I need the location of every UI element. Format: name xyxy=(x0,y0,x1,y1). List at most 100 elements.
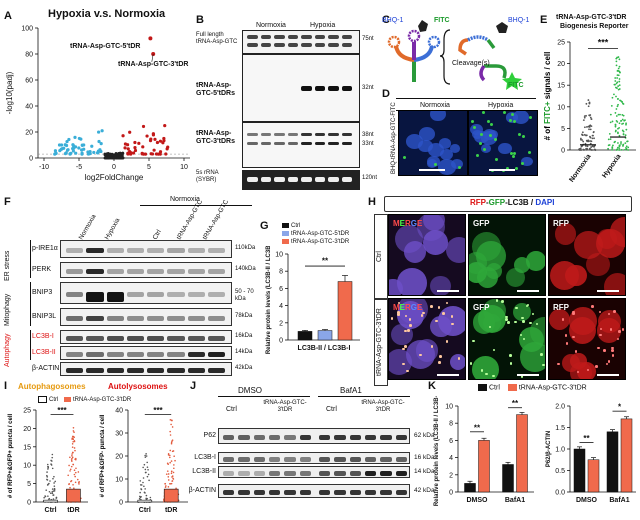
volcano-point-up xyxy=(133,148,138,153)
legend-label: Ctrl xyxy=(291,223,301,229)
western-j-band xyxy=(319,434,331,440)
bar-g-tick-label: 10 xyxy=(275,252,283,259)
scatter-e-point-normoxia xyxy=(589,135,591,138)
scatter-e-point-hypoxia xyxy=(625,148,628,150)
scatter-e-point-hypoxia xyxy=(621,102,624,105)
fitc-dot xyxy=(510,151,514,155)
bar-k-cat-label: BafA1 xyxy=(609,497,629,504)
scatter-e-point-hypoxia xyxy=(620,119,623,122)
western-f-band xyxy=(147,268,165,274)
confocal-puncta xyxy=(535,322,539,326)
western-j-band xyxy=(380,456,392,462)
confocal-puncta xyxy=(572,310,575,314)
scatter-e-point-hypoxia xyxy=(618,122,621,125)
puncta-point-ctrl xyxy=(45,489,48,491)
puncta-point-ctrl xyxy=(51,488,54,490)
western-f-band xyxy=(66,335,84,341)
volcano-point-down xyxy=(64,151,68,155)
northern-row-fulllength: Full length tRNA-Asp-GTC xyxy=(196,32,238,45)
fitc-dot xyxy=(478,141,482,145)
scatter-e-point-hypoxia xyxy=(618,134,621,137)
cell-nucleus xyxy=(512,111,529,124)
volcano-point-down xyxy=(86,150,90,154)
puncta-point-ctrl xyxy=(53,488,56,491)
scale-bar xyxy=(437,374,459,376)
puncta-point-tdr xyxy=(169,454,171,457)
western-f-band xyxy=(66,268,84,274)
western-j-band xyxy=(284,456,296,462)
confocal-puncta xyxy=(451,322,454,326)
puncta-point-tdr xyxy=(169,482,171,485)
puncta-point-tdr xyxy=(169,456,171,459)
scatter-e-point-hypoxia xyxy=(624,142,627,145)
scatter-e-point-normoxia xyxy=(588,128,590,131)
scatter-e-point-normoxia xyxy=(581,145,583,147)
puncta-point-tdr xyxy=(78,481,80,484)
volcano-x-label: log2FoldChange xyxy=(85,173,144,182)
confocal-puncta xyxy=(390,317,394,320)
scatter-e-point-normoxia xyxy=(589,128,592,131)
scatter-e-point-hypoxia xyxy=(611,147,614,149)
scatter-e-cat-normoxia: Normoxia xyxy=(568,153,592,184)
confocal-cell xyxy=(529,317,545,346)
reporter-title-2: Biogenesis Reporter xyxy=(560,23,629,30)
volcano-point-up xyxy=(128,150,133,155)
band-full-length xyxy=(341,35,352,39)
confocal-puncta xyxy=(442,312,445,315)
confocal-title: RFP-GFP-LC3B / DAPI xyxy=(470,198,555,207)
volcano-point-up xyxy=(141,124,146,129)
puncta-point-tdr xyxy=(172,450,175,452)
bar-k-significance: ** xyxy=(512,399,519,408)
puncta-point-tdr xyxy=(73,473,76,476)
confocal-image: GFP xyxy=(468,298,546,380)
puncta-point-ctrl xyxy=(47,468,49,470)
puncta-point-ctrl xyxy=(139,496,142,499)
confocal-puncta xyxy=(397,313,400,316)
western-f-band xyxy=(86,351,104,357)
scatter-e-point-hypoxia xyxy=(615,57,618,60)
volcano-point-down xyxy=(54,151,58,155)
scatter-e-point-normoxia xyxy=(590,148,592,151)
puncta-point-tdr xyxy=(69,456,71,459)
puncta-point-tdr xyxy=(69,486,71,489)
western-j-size-label: 16 kDa xyxy=(414,454,435,461)
confocal-image: MERGE xyxy=(388,298,466,380)
cell-nucleus xyxy=(439,138,452,149)
puncta-point-tdr xyxy=(73,440,76,443)
western-j-band xyxy=(299,489,311,495)
fitc-dot xyxy=(493,137,497,141)
confocal-cell xyxy=(389,349,413,376)
band-3tdr-33 xyxy=(247,142,258,145)
fitc-dot xyxy=(521,162,525,166)
western-f-size-label: 16kDa xyxy=(235,333,253,339)
scatter-e-point-normoxia xyxy=(588,102,591,105)
confocal-puncta xyxy=(599,327,603,331)
legend-swatch xyxy=(282,222,289,228)
volcano-point-up xyxy=(158,139,163,143)
band-full-length xyxy=(341,43,352,47)
volcano-point-down xyxy=(63,143,67,147)
western-f-size-label: 42kDa xyxy=(235,365,253,371)
reporter-fitc-left: FITC xyxy=(434,17,450,24)
western-f-band xyxy=(207,351,225,357)
western-j-band xyxy=(349,470,361,476)
scatter-e-point-hypoxia xyxy=(609,113,612,116)
fitc-dot xyxy=(510,112,514,116)
confocal-cell xyxy=(586,252,610,277)
puncta-point-tdr xyxy=(72,483,74,486)
confocal-cell xyxy=(430,315,452,338)
confocal-puncta xyxy=(430,345,434,348)
scatter-e-point-normoxia xyxy=(586,140,589,143)
scatter-e-point-normoxia xyxy=(589,140,592,142)
size-38nt: 38nt xyxy=(362,132,374,138)
northern-blot-full xyxy=(242,30,360,54)
confocal-puncta xyxy=(574,350,578,353)
confocal-channel-label: GFP xyxy=(473,303,490,312)
western-f-size-label: 110kDa xyxy=(235,245,256,251)
scatter-e-point-hypoxia xyxy=(615,108,618,110)
western-j-row-blot xyxy=(218,452,410,464)
volcano-point-up xyxy=(133,140,137,145)
bar-g-y-label: Relative protein levels (LC3B-II / LC3B-… xyxy=(266,246,272,354)
band-full-length xyxy=(274,43,285,47)
fitc-dot xyxy=(489,123,493,127)
